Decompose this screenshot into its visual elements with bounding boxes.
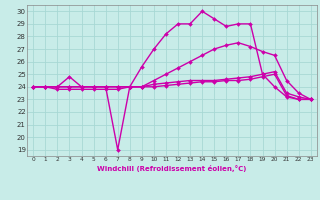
X-axis label: Windchill (Refroidissement éolien,°C): Windchill (Refroidissement éolien,°C) [97, 165, 247, 172]
